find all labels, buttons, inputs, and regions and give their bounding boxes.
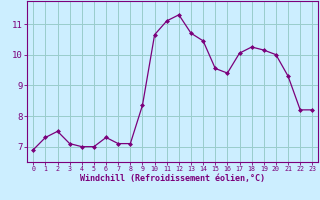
X-axis label: Windchill (Refroidissement éolien,°C): Windchill (Refroidissement éolien,°C) <box>80 174 265 183</box>
